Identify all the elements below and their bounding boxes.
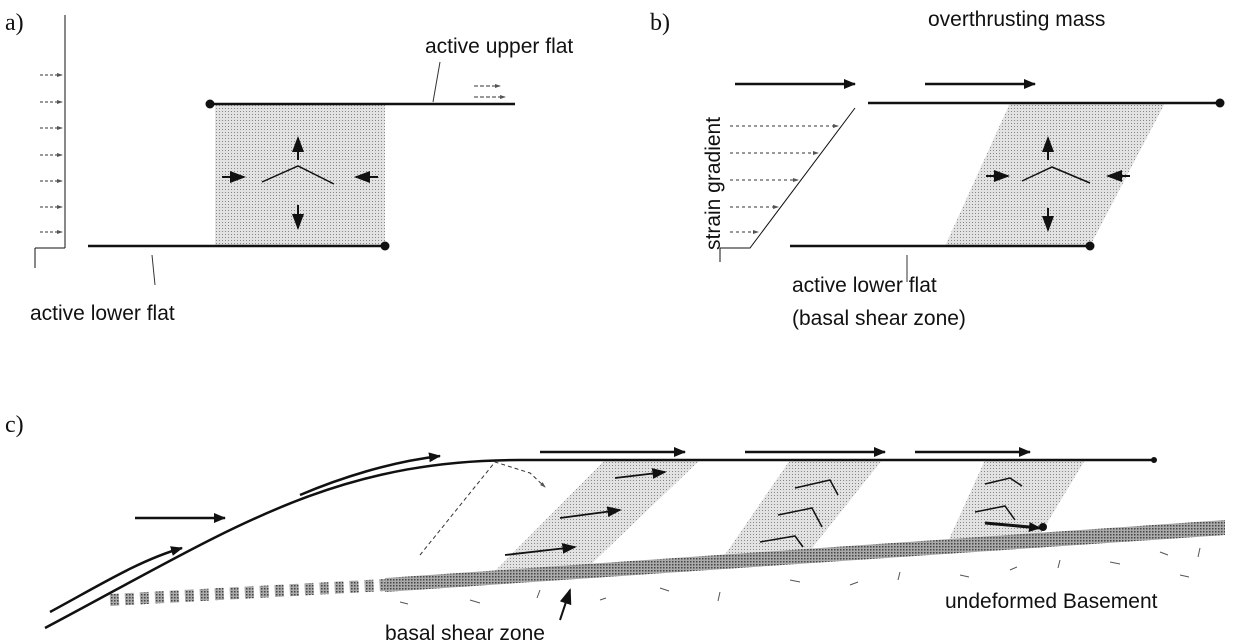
panel-c: c) basal shear zone undeformed Basement: [5, 412, 1225, 644]
ramp-arrow: [49, 546, 183, 614]
gradient-label: strain gradient: [702, 117, 725, 250]
strain-arrows: [222, 136, 378, 230]
leader: [432, 61, 441, 103]
tip: [205, 99, 215, 109]
tip: [1085, 241, 1095, 251]
shear-zone-trace: [109, 579, 386, 606]
panel-label: a): [5, 10, 24, 36]
panel-label: b): [650, 10, 670, 36]
lower-flat-label: active lower flat: [30, 302, 175, 325]
strain-arrows: [986, 136, 1130, 232]
shaded-zone: [945, 460, 1085, 548]
thrust: [44, 458, 1152, 630]
profile-line: [34, 15, 66, 268]
lower-flat-label: active lower flat: [792, 274, 937, 297]
shaded-zone: [215, 104, 385, 246]
leader: [151, 254, 156, 286]
dashed-restoration: [419, 461, 546, 556]
internal-shear: [504, 468, 667, 556]
mass-label: overthrusting mass: [928, 8, 1105, 31]
ramp-arrow: [299, 452, 441, 497]
tip: [1215, 98, 1225, 108]
fold: [1021, 166, 1091, 184]
panel-a: a) active upper flat active lower flat: [5, 10, 573, 325]
fold: [261, 165, 335, 185]
profile-arrows: [40, 73, 63, 234]
panel-b: b) strain gradient overthrusting mass ac…: [650, 8, 1225, 330]
panel-label: c): [5, 412, 24, 438]
upper-flat-label: active upper flat: [425, 35, 573, 58]
profile-line: [719, 107, 856, 262]
shaded-zone: [945, 103, 1165, 246]
basal-shear-zone: [385, 520, 1225, 592]
tip: [380, 241, 390, 251]
profile-arrows: [730, 124, 839, 234]
internal-folds: [759, 477, 1023, 548]
tip-arrow: [984, 521, 1041, 532]
leader-arrow: [559, 588, 572, 621]
lower-flat-note: (basal shear zone): [792, 307, 966, 330]
tip: [1151, 457, 1157, 463]
shaded-zone: [490, 460, 700, 576]
basement-label: undeformed Basement: [945, 590, 1158, 613]
slip-arrows: [474, 84, 506, 99]
tip: [1039, 523, 1047, 531]
basement-marks: [399, 547, 1201, 605]
shear-zone-label: basal shear zone: [385, 622, 545, 644]
